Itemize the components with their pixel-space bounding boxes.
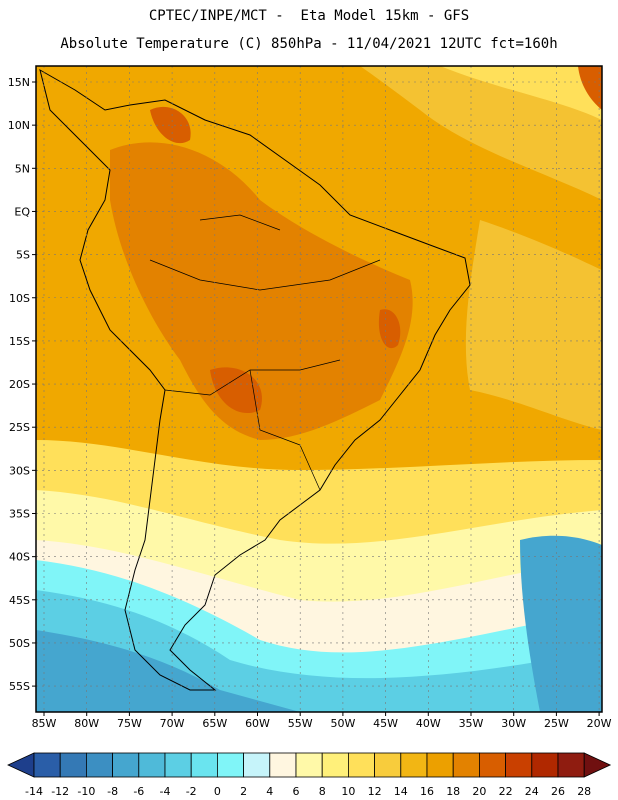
legend-swatch (269, 752, 297, 778)
legend-swatch (557, 752, 585, 778)
legend-label: 24 (525, 785, 539, 798)
latitude-labels: 15N 10N 5N EQ 5S 10S 15S 20S 25S 30S 35S 40S 45S 50S 5… (8, 76, 36, 693)
longitude-labels: 85W 80W 75W 70W 65W 60W 55W 50W 45W 40W 35W 30W 25W 2… (32, 712, 612, 730)
lat-label: 5N (15, 162, 30, 175)
legend-swatch (216, 752, 244, 778)
legend-label: 12 (368, 785, 382, 798)
legend-label: 8 (319, 785, 326, 798)
lat-label: 30S (9, 464, 30, 477)
legend-label: 22 (499, 785, 513, 798)
lat-label: 10S (9, 292, 30, 305)
legend-label: 4 (266, 785, 273, 798)
legend-swatch (321, 752, 349, 778)
legend-label: 16 (420, 785, 434, 798)
lon-label: 70W (160, 717, 185, 730)
hot-spot-3 (150, 106, 191, 144)
legend-swatch (374, 752, 402, 778)
borders (149, 214, 381, 491)
legend-label: 26 (551, 785, 565, 798)
legend-label: 10 (341, 785, 355, 798)
legend-label: 18 (446, 785, 460, 798)
legend-label: -6 (133, 785, 144, 798)
lat-label: 20S (9, 378, 30, 391)
lon-label: 30W (501, 717, 526, 730)
lat-label: EQ (14, 205, 30, 218)
legend-swatch (295, 752, 323, 778)
legend-label: 20 (472, 785, 486, 798)
lat-label: 25S (9, 421, 30, 434)
legend-label: 14 (394, 785, 408, 798)
legend-swatch (112, 752, 140, 778)
legend-swatch (452, 752, 480, 778)
lon-label: 80W (74, 717, 99, 730)
legend-swatch (478, 752, 506, 778)
legend-arrow-left (7, 752, 35, 778)
warm-band-east (465, 220, 602, 430)
lon-label: 65W (202, 717, 227, 730)
legend-swatch (33, 752, 61, 778)
legend-swatch (86, 752, 114, 778)
lon-label: 50W (330, 717, 355, 730)
legend-swatch (531, 752, 559, 778)
lat-label: 35S (9, 508, 30, 521)
legend-label: 0 (214, 785, 221, 798)
legend-label: -4 (160, 785, 171, 798)
lat-label: 50S (9, 637, 30, 650)
lat-gridlines (36, 81, 602, 687)
legend-label: -10 (77, 785, 95, 798)
lon-label: 55W (288, 717, 313, 730)
lon-label: 85W (32, 717, 57, 730)
legend-swatch (347, 752, 375, 778)
lon-label: 40W (416, 717, 441, 730)
lon-label: 25W (544, 717, 569, 730)
legend-swatch (59, 752, 87, 778)
southern-blue (36, 630, 300, 712)
southern-blue2 (520, 535, 602, 712)
lat-label: 5S (16, 249, 30, 262)
lat-label: 40S (9, 551, 30, 564)
lon-label: 35W (459, 717, 484, 730)
legend-swatch (164, 752, 192, 778)
legend-swatch (400, 752, 428, 778)
legend-label: 2 (240, 785, 247, 798)
warm-band-north2 (440, 66, 602, 120)
hot-spot-1 (210, 367, 262, 414)
lat-label: 15S (9, 335, 30, 348)
legend-swatch (426, 752, 454, 778)
corner-hot (578, 66, 602, 110)
warm-band-north (360, 66, 602, 200)
legend-swatch (138, 752, 166, 778)
legend-arrow-right (583, 752, 612, 778)
lon-label: 60W (245, 717, 270, 730)
legend-swatch (243, 752, 271, 778)
lat-label: 55S (9, 680, 30, 693)
map-frame (35, 65, 603, 713)
legend-swatch (190, 752, 218, 778)
lat-label: 15N (8, 76, 30, 89)
title-variable: Absolute Temperature (C) 850hPa - 11/04/… (60, 36, 558, 52)
lat-label: 45S (9, 594, 30, 607)
legend-label: -14 (25, 785, 43, 798)
lon-label: 20W (587, 717, 612, 730)
lon-label: 45W (373, 717, 398, 730)
legend-label: 6 (293, 785, 300, 798)
legend-swatch (505, 752, 533, 778)
continent-hot-core (110, 142, 413, 440)
coastline (39, 68, 471, 691)
lon-label: 75W (117, 717, 142, 730)
title-model: CPTEC/INPE/MCT - Eta Model 15km - GFS (148, 8, 470, 24)
hot-spot-2 (378, 309, 401, 349)
legend-label: 28 (577, 785, 591, 798)
lat-label: 10N (8, 119, 30, 132)
legend-label: -2 (186, 785, 197, 798)
legend-label: -12 (51, 785, 69, 798)
legend-label: -8 (107, 785, 118, 798)
